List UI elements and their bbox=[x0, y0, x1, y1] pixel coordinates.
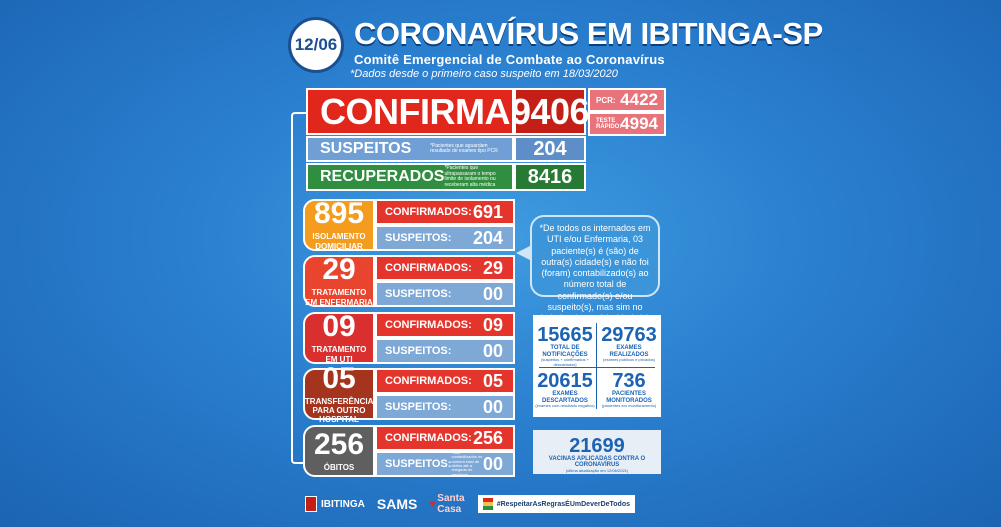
row-label: SUSPEITOS: bbox=[385, 345, 452, 357]
category-number: 05 bbox=[322, 361, 356, 395]
ibitinga-logo: IBITINGA bbox=[305, 496, 365, 512]
bracket-line bbox=[291, 112, 307, 464]
teste-value: 4994 bbox=[620, 114, 658, 133]
recuperados-value: 8416 bbox=[514, 163, 586, 191]
confirmados-row: CONFIRMADOS: 29 bbox=[375, 255, 515, 281]
suspeitos-row: SUSPEITOS: *não contabilizados no número … bbox=[375, 449, 515, 477]
category-box: 895 ISOLAMENTO DOMICILIAR bbox=[303, 199, 375, 251]
category-number: 256 bbox=[313, 427, 365, 461]
vaccines-label: VACINAS APLICADAS CONTRA O CORONAVÍRUS bbox=[548, 456, 646, 468]
pcr-label: PCR: bbox=[596, 95, 616, 105]
category-box: 256 ÓBITOS bbox=[303, 425, 375, 477]
confirmados-label: CONFIRMADOS bbox=[306, 88, 587, 135]
row-label: CONFIRMADOS: bbox=[377, 201, 473, 223]
category-label: TRATAMENTO EM UTI bbox=[311, 345, 367, 364]
footer: IBITINGA SAMS ♥ Santa Casa #RespeitarAsR… bbox=[305, 490, 635, 518]
category-number: 09 bbox=[322, 310, 356, 344]
row-value: 204 bbox=[472, 227, 503, 248]
recuperados-note: *Pacientes que ultrapassaram o tempo lim… bbox=[444, 165, 496, 188]
row-label: SUSPEITOS: bbox=[385, 458, 452, 470]
dates-note: *Dados desde o primeiro caso suspeito em… bbox=[350, 68, 618, 80]
row-label: CONFIRMADOS: bbox=[377, 314, 473, 336]
vaccines-panel: 21699 VACINAS APLICADAS CONTRA O CORONAV… bbox=[533, 430, 661, 474]
sams-logo: SAMS bbox=[376, 496, 418, 512]
stat-exames: 29763 EXAMES REALIZADOS (exames públicos… bbox=[601, 324, 657, 363]
santa-casa-logo: ♥ Santa Casa bbox=[429, 493, 465, 515]
stat-notificacoes: 15665 TOTAL DE NOTIFICAÇÕES (suspeitos +… bbox=[537, 324, 593, 367]
confirmados-row: CONFIRMADOS: 691 bbox=[375, 199, 515, 225]
confirmados-row: CONFIRMADOS: 256 bbox=[375, 425, 515, 451]
heart-icon: ♥ bbox=[429, 498, 436, 510]
row-value: 05 bbox=[473, 370, 513, 392]
flag-icon bbox=[482, 498, 493, 510]
date-badge: 12/06 bbox=[288, 17, 344, 73]
suspeitos-row: SUSPEITOS: 204 bbox=[375, 225, 515, 251]
pcr-box: PCR: 4422 bbox=[588, 88, 666, 112]
crest-icon bbox=[305, 496, 317, 512]
recuperados-label-box: RECUPERADOS *Pacientes que ultrapassaram… bbox=[306, 163, 514, 191]
category-box: 05 TRANSFERÊNCIA PARA OUTRO HOSPITAL bbox=[303, 363, 375, 424]
page-title: CORONAVÍRUS EM IBITINGA-SP bbox=[354, 16, 823, 51]
category-label: TRATAMENTO EM ENFERMARIA bbox=[305, 288, 373, 307]
row-value: 09 bbox=[473, 314, 513, 336]
category-box: 29 TRATAMENTO EM ENFERMARIA bbox=[303, 255, 375, 307]
category-box: 09 TRATAMENTO EM UTI bbox=[303, 312, 375, 364]
category-number: 895 bbox=[313, 197, 365, 231]
recuperados-label: RECUPERADOS bbox=[320, 168, 445, 185]
vaccines-value: 21699 bbox=[569, 435, 625, 457]
row-label: SUSPEITOS: bbox=[385, 288, 452, 300]
confirmados-value: 9406 bbox=[511, 88, 590, 135]
category-label: ÓBITOS bbox=[323, 462, 355, 472]
page-subtitle: Comitê Emergencial de Combate ao Coronav… bbox=[354, 52, 665, 67]
stat-descartados: 20615 EXAMES DESCARTADOS (exames com res… bbox=[535, 370, 595, 409]
confirmados-row: CONFIRMADOS: 05 bbox=[375, 368, 515, 394]
row-value: 00 bbox=[482, 396, 503, 417]
suspeitos-label: SUSPEITOS bbox=[320, 140, 412, 157]
note-pointer bbox=[516, 245, 532, 261]
teste-label: TESTE RÁPIDO: bbox=[596, 118, 622, 130]
row-value: 00 bbox=[482, 453, 503, 474]
stats-divider-v bbox=[596, 323, 597, 409]
hashtag-badge: #RespeitarAsRegrasÉUmDeverDeTodos bbox=[477, 495, 635, 513]
row-value: 691 bbox=[473, 201, 513, 223]
suspeitos-row: SUSPEITOS: 00 bbox=[375, 394, 515, 420]
suspeitos-note: *Pacientes que aguardam resultado de exa… bbox=[430, 142, 498, 154]
row-label: CONFIRMADOS: bbox=[377, 427, 473, 449]
row-value: 29 bbox=[473, 257, 513, 279]
stats-panel: 15665 TOTAL DE NOTIFICAÇÕES (suspeitos +… bbox=[533, 315, 661, 417]
row-label: CONFIRMADOS: bbox=[377, 370, 473, 392]
suspeitos-label-box: SUSPEITOS *Pacientes que aguardam result… bbox=[306, 136, 514, 162]
row-value: 00 bbox=[482, 283, 503, 304]
category-label: TRANSFERÊNCIA PARA OUTRO HOSPITAL bbox=[304, 396, 374, 425]
vaccines-sub: (última atualização em 12/06/2021) bbox=[565, 468, 629, 473]
suspeitos-row: SUSPEITOS: 00 bbox=[375, 338, 515, 364]
stat-monitorados: 736 PACIENTES MONITORADOS (pacientes em … bbox=[601, 370, 657, 409]
confirmados-row: CONFIRMADOS: 09 bbox=[375, 312, 515, 338]
date-text: 12/06 bbox=[294, 35, 338, 54]
category-label: ISOLAMENTO DOMICILIAR bbox=[312, 232, 366, 251]
stats-divider-h bbox=[539, 367, 655, 368]
row-value: 00 bbox=[482, 340, 503, 361]
row-note: *não contabilizados no número total de ó… bbox=[451, 449, 483, 477]
teste-rapido-box: TESTE RÁPIDO: 4994 bbox=[588, 112, 666, 136]
uti-note: *De todos os internados em UTI e/ou Enfe… bbox=[530, 215, 660, 334]
row-label: CONFIRMADOS: bbox=[377, 257, 473, 279]
category-number: 29 bbox=[322, 253, 356, 287]
suspeitos-value: 204 bbox=[514, 136, 586, 162]
row-value: 256 bbox=[473, 427, 513, 449]
row-label: SUSPEITOS: bbox=[385, 232, 452, 244]
row-label: SUSPEITOS: bbox=[385, 401, 452, 413]
suspeitos-row: SUSPEITOS: 00 bbox=[375, 281, 515, 307]
pcr-value: 4422 bbox=[620, 90, 658, 109]
